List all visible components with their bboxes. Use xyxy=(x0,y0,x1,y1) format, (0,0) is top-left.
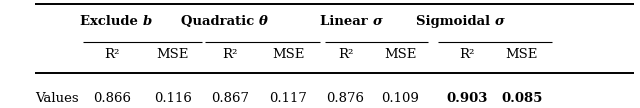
Text: b: b xyxy=(143,15,152,28)
Text: MSE: MSE xyxy=(272,48,304,60)
Text: σ: σ xyxy=(372,15,383,28)
Text: 0.117: 0.117 xyxy=(269,92,307,105)
Text: 0.903: 0.903 xyxy=(447,92,488,105)
Text: 0.109: 0.109 xyxy=(381,92,419,105)
Text: Sigmoidal: Sigmoidal xyxy=(415,15,494,28)
Text: MSE: MSE xyxy=(506,48,538,60)
Text: Exclude: Exclude xyxy=(80,15,143,28)
Text: Linear: Linear xyxy=(321,15,372,28)
Text: R²: R² xyxy=(460,48,475,60)
Text: R²: R² xyxy=(338,48,353,60)
Text: Values: Values xyxy=(35,92,79,105)
Text: 0.116: 0.116 xyxy=(154,92,192,105)
Text: R²: R² xyxy=(223,48,238,60)
Text: Quadratic: Quadratic xyxy=(181,15,259,28)
Text: MSE: MSE xyxy=(157,48,189,60)
Text: 0.867: 0.867 xyxy=(211,92,250,105)
Text: σ: σ xyxy=(494,15,504,28)
Text: 0.085: 0.085 xyxy=(501,92,542,105)
Text: MSE: MSE xyxy=(384,48,416,60)
Text: θ: θ xyxy=(259,15,268,28)
Text: R²: R² xyxy=(104,48,120,60)
Text: 0.866: 0.866 xyxy=(93,92,131,105)
Text: 0.876: 0.876 xyxy=(326,92,365,105)
